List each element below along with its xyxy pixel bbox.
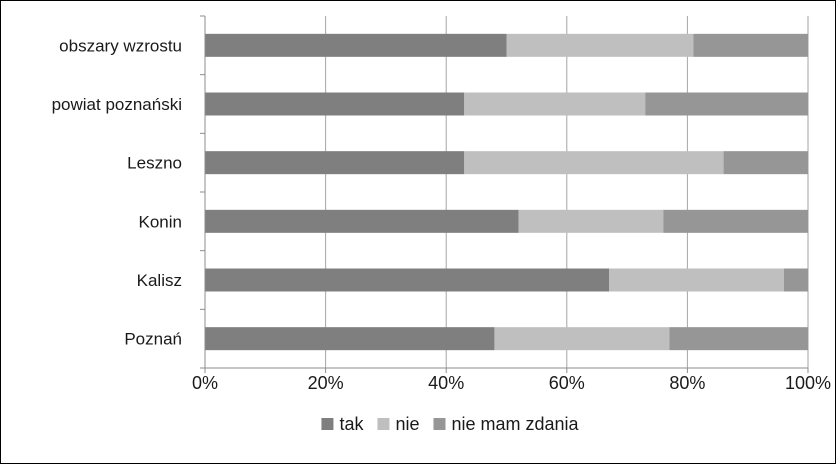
x-tick-labels: 0% 20% 40% 60% 80% 100% bbox=[192, 373, 831, 393]
x-tick-label: 40% bbox=[428, 373, 464, 393]
bar-nie bbox=[518, 209, 664, 233]
bar-nie bbox=[609, 268, 784, 292]
x-tick-label: 0% bbox=[192, 373, 218, 393]
category-labels: obszary wzrostu powiat poznański Leszno Kon… bbox=[52, 36, 182, 348]
legend-label-tak: tak bbox=[339, 414, 364, 434]
category-label: Leszno bbox=[127, 154, 182, 173]
axes bbox=[200, 15, 809, 373]
gridlines bbox=[325, 16, 809, 368]
bar-nie bbox=[506, 33, 694, 57]
bar-tak bbox=[205, 33, 507, 57]
category-label: Poznań bbox=[124, 330, 182, 349]
bar-nie-mam-zdania bbox=[663, 209, 808, 233]
x-tick-label: 20% bbox=[308, 373, 344, 393]
bar-nie-mam-zdania bbox=[645, 92, 808, 116]
x-tick-label: 60% bbox=[549, 373, 585, 393]
x-tick-label: 80% bbox=[669, 373, 705, 393]
bar-tak bbox=[205, 268, 610, 292]
legend: tak nie nie mam zdania bbox=[321, 414, 580, 434]
bar-nie-mam-zdania bbox=[669, 327, 808, 351]
legend-swatch-nie-mam-zdania bbox=[433, 418, 446, 430]
bar-nie-mam-zdania bbox=[783, 268, 808, 292]
bar-nie-mam-zdania bbox=[693, 33, 808, 57]
legend-label-nie-mam-zdania: nie mam zdania bbox=[451, 414, 579, 434]
legend-swatch-nie bbox=[377, 418, 390, 430]
bar-tak bbox=[205, 327, 495, 351]
category-label: Kalisz bbox=[137, 271, 182, 290]
legend-swatch-tak bbox=[321, 418, 334, 430]
category-label: obszary wzrostu bbox=[59, 36, 182, 55]
bar-nie-mam-zdania bbox=[723, 151, 808, 175]
bar-tak bbox=[205, 92, 465, 116]
bar-tak bbox=[205, 209, 519, 233]
legend-label-nie: nie bbox=[395, 414, 419, 434]
bar-nie bbox=[464, 92, 646, 116]
category-label: powiat poznański bbox=[52, 95, 182, 114]
bars bbox=[205, 33, 808, 351]
x-tick-label: 100% bbox=[785, 373, 831, 393]
bar-nie bbox=[464, 151, 724, 175]
bar-tak bbox=[205, 151, 465, 175]
bar-nie bbox=[494, 327, 670, 351]
category-label: Konin bbox=[139, 212, 182, 231]
